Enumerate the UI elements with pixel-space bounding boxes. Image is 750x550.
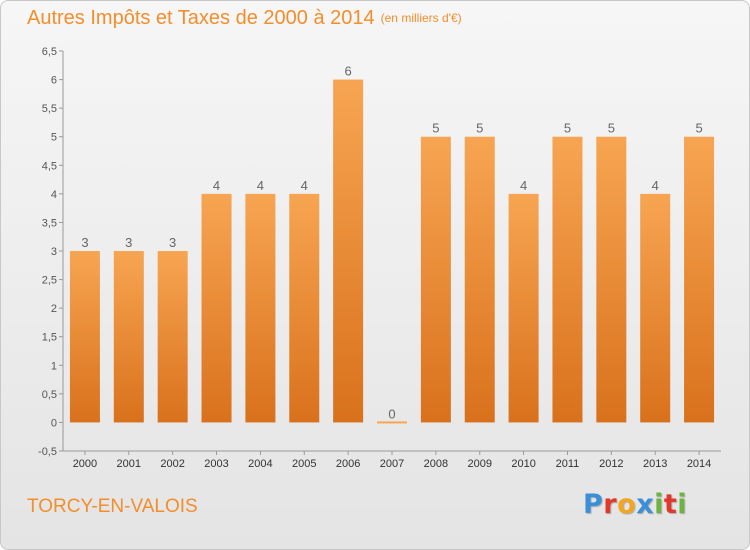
y-tick-label: 5 (51, 132, 57, 144)
bar (552, 136, 583, 423)
bar (596, 136, 627, 423)
y-tick-label: 0,5 (42, 389, 57, 401)
bar-value-label: 5 (564, 121, 571, 136)
bar-value-label: 4 (652, 178, 659, 193)
y-tick-label: 3,5 (42, 217, 57, 229)
bar-value-label: 5 (432, 121, 439, 136)
x-tick-label: 2000 (73, 458, 97, 470)
y-tick-label: 3 (51, 246, 57, 258)
y-tick-label: 5,5 (42, 103, 57, 115)
chart-unit: (en milliers d'€) (380, 11, 462, 25)
chart-title: Autres Impôts et Taxes de 2000 à 2014 (en… (27, 7, 462, 30)
bar (640, 193, 671, 423)
bar (464, 136, 495, 423)
proxiti-logo[interactable]: Proxiti (583, 489, 687, 520)
bar-value-label: 3 (169, 235, 176, 250)
x-tick-label: 2006 (336, 458, 360, 470)
bar (333, 79, 364, 423)
bar-value-label: 4 (213, 178, 220, 193)
commune-name: TORCY-EN-VALOIS (27, 496, 198, 517)
x-tick-label: 2004 (248, 458, 272, 470)
logo-letter: r (603, 489, 618, 520)
bar-value-label: 5 (476, 121, 483, 136)
bar-value-label: 5 (608, 121, 615, 136)
x-tick-label: 2005 (292, 458, 316, 470)
x-tick-label: 2011 (556, 458, 580, 470)
y-tick-label: 4,5 (42, 160, 57, 172)
bar-value-label: 5 (695, 121, 702, 136)
x-tick-label: 2002 (160, 458, 184, 470)
y-tick-label: 2,5 (42, 275, 57, 287)
bar (157, 251, 188, 423)
logo-letter: t (663, 489, 678, 520)
x-tick-label: 2012 (599, 458, 623, 470)
bar-value-label: 3 (125, 235, 132, 250)
bar (245, 193, 276, 423)
bar (289, 193, 320, 423)
x-tick-label: 2008 (424, 458, 448, 470)
y-tick-label: 1,5 (42, 332, 57, 344)
y-tick-label: 6 (51, 75, 57, 87)
bar-value-label: 0 (388, 406, 395, 421)
y-tick-label: 4 (51, 189, 57, 201)
bar-value-label: 3 (81, 235, 88, 250)
y-tick-label: 2 (51, 303, 57, 315)
logo-letter: x (636, 489, 655, 520)
x-tick-label: 2014 (687, 458, 711, 470)
y-tick-label: 1 (51, 360, 57, 372)
bar-value-label: 6 (345, 64, 352, 79)
bar-value-label: 4 (301, 178, 308, 193)
bar-value-label: 4 (520, 178, 527, 193)
bar (508, 193, 539, 423)
x-tick-label: 2007 (380, 458, 404, 470)
bar (377, 421, 407, 424)
logo-letter: P (583, 489, 604, 520)
bar-value-label: 4 (257, 178, 264, 193)
x-tick-label: 2010 (511, 458, 535, 470)
x-tick-label: 2001 (117, 458, 141, 470)
x-tick-label: 2009 (467, 458, 491, 470)
bar (420, 136, 451, 423)
logo-letter: o (617, 489, 637, 520)
y-tick-label: 0 (51, 417, 57, 429)
bar (69, 251, 100, 423)
bar (113, 251, 144, 423)
chart-title-text: Autres Impôts et Taxes de 2000 à 2014 (27, 7, 375, 29)
y-tick-label: -0,5 (38, 446, 57, 458)
bar (684, 136, 715, 423)
y-tick-label: 6,5 (42, 46, 57, 58)
logo-letter: i (654, 489, 664, 520)
x-tick-label: 2013 (643, 458, 667, 470)
x-tick-label: 2003 (204, 458, 228, 470)
bar (201, 193, 232, 423)
logo-letter: i (677, 489, 688, 520)
